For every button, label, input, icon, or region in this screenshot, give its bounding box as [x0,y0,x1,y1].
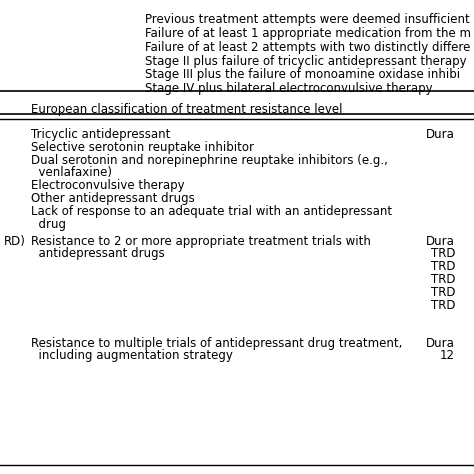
Text: Resistance to 2 or more appropriate treatment trials with: Resistance to 2 or more appropriate trea… [31,235,371,247]
Text: 12: 12 [440,349,455,362]
Text: Lack of response to an adequate trial with an antidepressant: Lack of response to an adequate trial wi… [31,205,392,218]
Text: RD): RD) [4,235,26,247]
Text: Dura: Dura [426,128,455,141]
Text: Selective serotonin reuptake inhibitor: Selective serotonin reuptake inhibitor [31,141,254,154]
Text: drug: drug [31,218,66,230]
Text: antidepressant drugs: antidepressant drugs [31,247,164,260]
Text: Electroconvulsive therapy: Electroconvulsive therapy [31,179,184,192]
Text: TRD: TRD [430,247,455,260]
Text: Tricyclic antidepressant: Tricyclic antidepressant [31,128,170,141]
Text: TRD: TRD [430,260,455,273]
Text: venlafaxine): venlafaxine) [31,166,112,179]
Text: Failure of at least 1 appropriate medication from the m: Failure of at least 1 appropriate medica… [145,27,471,40]
Text: Dual serotonin and norepinephrine reuptake inhibitors (e.g.,: Dual serotonin and norepinephrine reupta… [31,154,388,166]
Text: TRD: TRD [430,286,455,299]
Text: Stage II plus failure of tricyclic antidepressant therapy: Stage II plus failure of tricyclic antid… [145,55,466,67]
Text: Dura: Dura [426,337,455,349]
Text: Dura: Dura [426,235,455,247]
Text: Other antidepressant drugs: Other antidepressant drugs [31,192,194,205]
Text: including augmentation strategy: including augmentation strategy [31,349,233,362]
Text: Previous treatment attempts were deemed insufficient: Previous treatment attempts were deemed … [145,13,469,26]
Text: TRD: TRD [430,273,455,286]
Text: European classification of treatment resistance level: European classification of treatment res… [31,103,342,116]
Text: Stage III plus the failure of monoamine oxidase inhibi: Stage III plus the failure of monoamine … [145,68,460,81]
Text: Stage IV plus bilateral electroconvulsive therapy: Stage IV plus bilateral electroconvulsiv… [145,82,432,95]
Text: Resistance to multiple trials of antidepressant drug treatment,: Resistance to multiple trials of antidep… [31,337,402,349]
Text: TRD: TRD [430,299,455,311]
Text: Failure of at least 2 attempts with two distinctly differe: Failure of at least 2 attempts with two … [145,41,470,54]
